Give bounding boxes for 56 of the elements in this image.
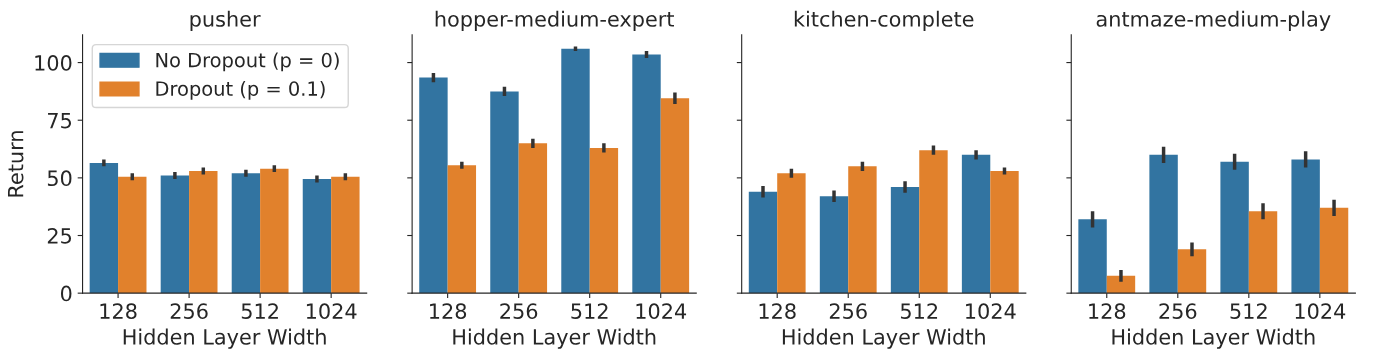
bar xyxy=(1149,154,1178,294)
x-tick-label: 512 xyxy=(571,303,608,320)
bar xyxy=(961,154,991,294)
x-axis-title: Hidden Layer Width xyxy=(453,328,656,349)
bar xyxy=(660,98,690,294)
y-tick-label: 100 xyxy=(35,55,72,71)
bar xyxy=(561,48,590,294)
x-tick-label: 128 xyxy=(430,303,467,320)
x-tick-label: 128 xyxy=(759,303,796,320)
x-tick-label: 256 xyxy=(1159,303,1197,320)
bar xyxy=(1078,219,1107,294)
x-tick-label: 1024 xyxy=(1295,303,1346,320)
y-tick-label: 25 xyxy=(47,227,72,244)
x-tick-label: 512 xyxy=(900,303,938,320)
bar xyxy=(748,191,778,294)
bar xyxy=(1248,211,1278,294)
bar xyxy=(419,77,448,294)
bar xyxy=(777,173,806,294)
bar xyxy=(589,147,619,294)
x-tick-label: 256 xyxy=(829,303,867,320)
bar xyxy=(890,187,920,294)
legend-label: Dropout (p = 0.1) xyxy=(156,80,325,100)
chart-title: kitchen-complete xyxy=(794,10,974,31)
bar xyxy=(990,170,1019,294)
bar xyxy=(819,196,849,294)
y-tick-label: 0 xyxy=(60,285,72,302)
bar xyxy=(632,54,661,294)
x-tick-label: 512 xyxy=(241,303,278,320)
legend-label: No Dropout (p = 0) xyxy=(156,52,339,72)
x-tick-label: 256 xyxy=(500,303,538,320)
x-axis-title: Hidden Layer Width xyxy=(782,328,985,349)
bar xyxy=(919,150,948,294)
y-axis-title: Return xyxy=(8,131,24,197)
x-tick-label: 256 xyxy=(170,303,208,320)
bar xyxy=(447,165,477,294)
chart-title: antmaze-medium-play xyxy=(1096,10,1331,31)
y-tick-label: 50 xyxy=(47,170,72,187)
chart-title: pusher xyxy=(190,10,261,31)
y-tick-label: 75 xyxy=(48,112,72,129)
x-tick-label: 128 xyxy=(1089,303,1126,320)
bar xyxy=(1220,161,1249,294)
bar xyxy=(1106,275,1136,294)
x-tick-label: 128 xyxy=(100,303,137,320)
x-tick-label: 1024 xyxy=(966,303,1016,320)
bar xyxy=(518,143,548,294)
bar xyxy=(1319,207,1349,294)
x-axis-title: Hidden Layer Width xyxy=(1112,328,1315,349)
x-tick-label: 512 xyxy=(1230,303,1267,320)
x-axis-title: Hidden Layer Width xyxy=(123,328,326,349)
x-tick-label: 1024 xyxy=(306,303,357,320)
x-tick-label: 1024 xyxy=(636,303,687,320)
bar xyxy=(1291,159,1320,294)
bar xyxy=(490,91,519,294)
bar xyxy=(848,166,877,294)
chart-title: hopper-medium-expert xyxy=(435,10,675,31)
bar xyxy=(1177,249,1207,294)
